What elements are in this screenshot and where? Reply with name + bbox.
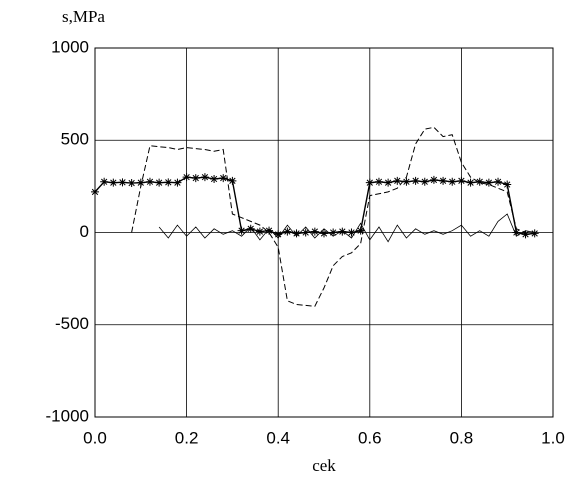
data-marker <box>246 224 255 233</box>
data-marker <box>292 229 301 238</box>
data-marker <box>274 230 283 239</box>
data-marker <box>228 176 237 185</box>
data-marker <box>411 176 420 185</box>
data-marker <box>283 227 292 236</box>
data-marker <box>136 178 145 187</box>
data-marker <box>164 178 173 187</box>
data-marker <box>191 174 200 183</box>
data-line <box>158 213 535 243</box>
y-tick-label: 500 <box>61 130 89 149</box>
data-marker <box>484 178 493 187</box>
data-marker <box>127 179 136 188</box>
data-marker <box>91 187 99 196</box>
data-marker <box>402 177 411 186</box>
x-axis-label: cek <box>312 456 336 475</box>
data-marker <box>448 177 457 186</box>
y-tick-label: 0 <box>80 222 89 241</box>
data-marker <box>457 176 466 185</box>
data-marker <box>118 178 127 187</box>
x-tick-label: 0.6 <box>358 428 382 447</box>
data-marker <box>210 174 219 183</box>
data-marker <box>466 178 475 187</box>
x-tick-label: 0.2 <box>175 428 199 447</box>
data-marker <box>310 227 319 236</box>
data-marker <box>265 226 274 235</box>
data-line <box>131 126 526 307</box>
data-marker <box>429 175 438 184</box>
y-axis-label: s,MPa <box>62 7 105 26</box>
x-tick-label: 0.0 <box>83 428 107 447</box>
data-marker <box>374 177 383 186</box>
data-marker <box>393 176 402 185</box>
x-tick-label: 0.8 <box>450 428 474 447</box>
data-line <box>94 176 535 236</box>
data-marker <box>521 230 530 239</box>
data-marker <box>109 178 118 187</box>
data-marker <box>475 177 484 186</box>
data-marker <box>503 180 512 189</box>
data-marker <box>384 178 393 187</box>
data-marker <box>512 228 521 237</box>
data-marker <box>255 227 264 236</box>
data-marker <box>530 229 539 238</box>
data-marker <box>329 228 338 237</box>
y-tick-label: -500 <box>55 314 89 333</box>
data-marker <box>145 177 154 186</box>
data-marker <box>494 177 503 186</box>
data-marker <box>338 227 347 236</box>
x-tick-label: 0.4 <box>266 428 290 447</box>
data-marker <box>155 178 164 187</box>
data-marker <box>237 226 246 235</box>
x-tick-label: 1.0 <box>541 428 565 447</box>
data-marker <box>365 178 374 187</box>
data-marker <box>439 176 448 185</box>
data-marker <box>100 177 109 186</box>
y-tick-label: 1000 <box>51 37 89 56</box>
data-marker <box>173 178 182 187</box>
data-marker <box>301 228 310 237</box>
data-marker <box>356 226 365 235</box>
y-tick-label: -1000 <box>46 406 89 425</box>
data-marker <box>219 174 228 183</box>
data-marker <box>347 228 356 237</box>
data-marker <box>182 173 191 182</box>
data-marker <box>320 229 328 238</box>
data-marker <box>420 177 429 186</box>
data-marker <box>200 173 209 182</box>
